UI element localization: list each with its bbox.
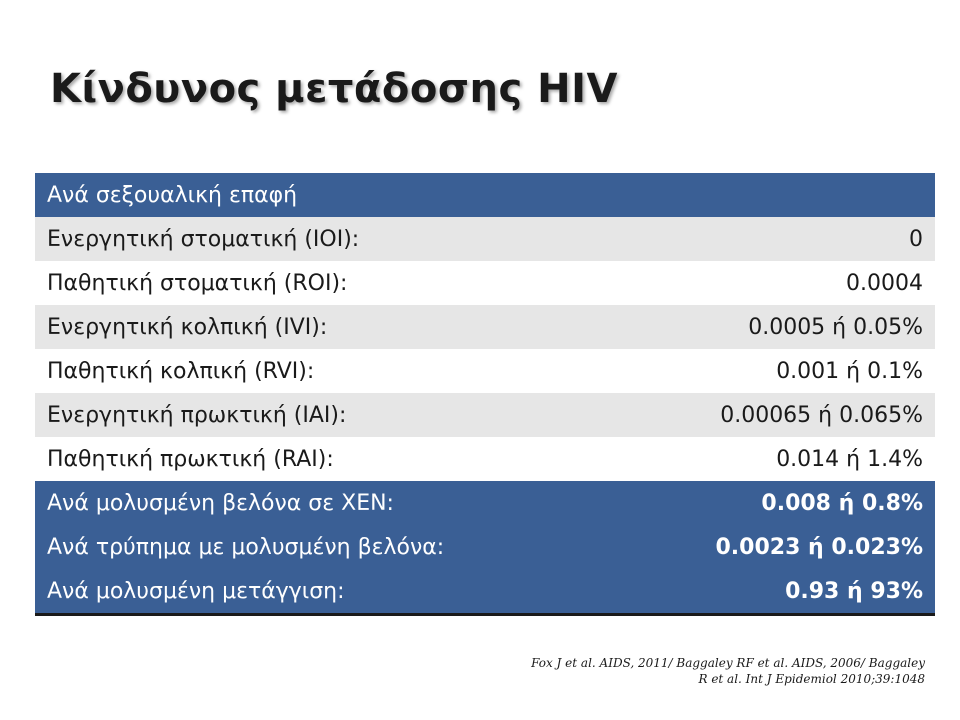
row-label: Ενεργητική στοματική (IOI): [35, 217, 616, 261]
row-label: Παθητική πρωκτική (RAI): [35, 437, 616, 481]
row-value: 0.00065 ή 0.065% [615, 393, 935, 437]
table-row: Παθητική κολπική (RVI): 0.001 ή 0.1% [35, 349, 935, 393]
row-value: 0 [615, 217, 935, 261]
table-row: Παθητική στοματική (ROI): 0.0004 [35, 261, 935, 305]
row-value: 0.0023 ή 0.023% [615, 525, 935, 569]
table-row: Ενεργητική στοματική (IOI): 0 [35, 217, 935, 261]
row-label: Παθητική κολπική (RVI): [35, 349, 616, 393]
table-row: Παθητική πρωκτική (RAI): 0.014 ή 1.4% [35, 437, 935, 481]
row-label: Ενεργητική κολπική (IVI): [35, 305, 616, 349]
row-value: 0.0005 ή 0.05% [615, 305, 935, 349]
table-row-highlight: Ανά τρύπημα με μολυσμένη βελόνα: 0.0023 … [35, 525, 935, 569]
row-value: 0.001 ή 0.1% [615, 349, 935, 393]
table-row-highlight: Ανά μολυσμένη μετάγγιση: 0.93 ή 93% [35, 569, 935, 615]
table-row: Ενεργητική κολπική (IVI): 0.0005 ή 0.05% [35, 305, 935, 349]
risk-table: Ανά σεξουαλική επαφή Ενεργητική στοματικ… [35, 173, 935, 616]
row-value: 0.008 ή 0.8% [615, 481, 935, 525]
row-label: Ανά τρύπημα με μολυσμένη βελόνα: [35, 525, 616, 569]
citation: Fox J et al. AIDS, 2011/ Baggaley RF et … [365, 655, 925, 687]
row-value: 0.014 ή 1.4% [615, 437, 935, 481]
table-header-row: Ανά σεξουαλική επαφή [35, 173, 935, 217]
citation-line: Fox J et al. AIDS, 2011/ Baggaley RF et … [531, 656, 925, 670]
table-row: Ενεργητική πρωκτική (IAI): 0.00065 ή 0.0… [35, 393, 935, 437]
citation-line: R et al. Int J Epidemiol 2010;39:1048 [698, 672, 925, 686]
row-label: Ανά μολυσμένη βελόνα σε ΧΕΝ: [35, 481, 616, 525]
row-value: 0.93 ή 93% [615, 569, 935, 615]
table-header-label: Ανά σεξουαλική επαφή [35, 173, 935, 217]
slide-title: Κίνδυνος μετάδοσης HIV [50, 66, 618, 112]
row-value: 0.0004 [615, 261, 935, 305]
row-label: Ανά μολυσμένη μετάγγιση: [35, 569, 616, 615]
table-row-highlight: Ανά μολυσμένη βελόνα σε ΧΕΝ: 0.008 ή 0.8… [35, 481, 935, 525]
row-label: Παθητική στοματική (ROI): [35, 261, 616, 305]
row-label: Ενεργητική πρωκτική (IAI): [35, 393, 616, 437]
